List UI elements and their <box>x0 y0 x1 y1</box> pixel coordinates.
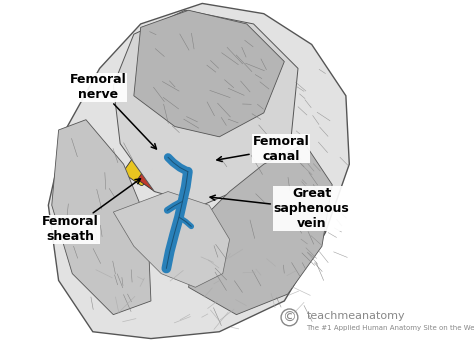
Text: Femoral
sheath: Femoral sheath <box>42 179 140 243</box>
FancyBboxPatch shape <box>174 143 211 187</box>
Polygon shape <box>134 10 284 137</box>
Text: ©: © <box>283 311 296 324</box>
FancyBboxPatch shape <box>123 115 182 186</box>
Text: Femoral
nerve: Femoral nerve <box>70 73 156 149</box>
Polygon shape <box>52 120 151 315</box>
Text: teachmeanatomy: teachmeanatomy <box>307 311 405 321</box>
Polygon shape <box>189 144 332 315</box>
Polygon shape <box>113 192 229 287</box>
Text: Femoral
canal: Femoral canal <box>217 135 309 163</box>
FancyBboxPatch shape <box>138 119 198 192</box>
Polygon shape <box>113 10 298 205</box>
Text: The #1 Applied Human Anatomy Site on the Web: The #1 Applied Human Anatomy Site on the… <box>307 325 474 331</box>
FancyBboxPatch shape <box>153 126 212 197</box>
Text: Great
saphenous
vein: Great saphenous vein <box>210 187 349 230</box>
Polygon shape <box>48 3 349 339</box>
